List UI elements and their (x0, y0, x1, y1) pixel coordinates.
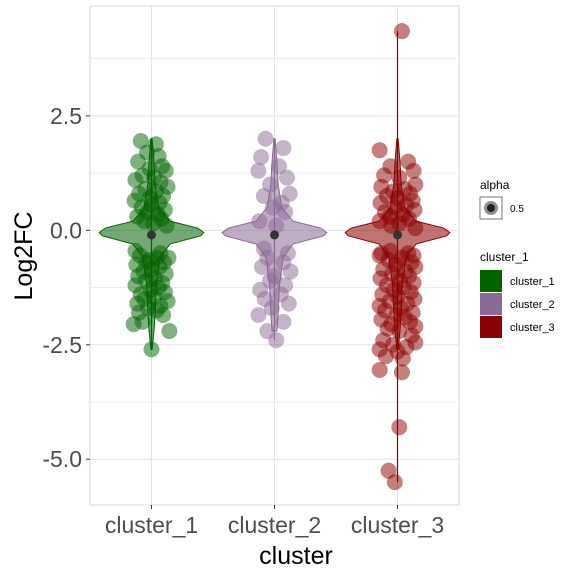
legend-alpha-title: alpha (480, 178, 510, 192)
data-point-cluster_2 (263, 300, 280, 317)
x-tick-label: cluster_1 (105, 512, 198, 538)
data-point-cluster_2 (268, 332, 285, 349)
data-point-cluster_2 (278, 169, 295, 186)
data-point-cluster_3 (373, 245, 390, 262)
y-tick-label: -2.5 (42, 332, 82, 358)
legend-swatch-cluster_3 (480, 316, 502, 338)
data-point-cluster_2 (255, 187, 272, 204)
data-point-cluster_2 (279, 245, 296, 262)
data-point-cluster_3 (407, 220, 424, 237)
data-point-cluster_2 (282, 263, 299, 280)
data-point-cluster_3 (371, 361, 388, 378)
data-point-cluster_1 (143, 341, 160, 358)
y-tick-label: 2.5 (50, 103, 82, 129)
data-point-cluster_2 (250, 307, 267, 324)
data-point-cluster_1 (130, 153, 147, 170)
data-point-cluster_2 (255, 240, 272, 257)
legend-cluster: cluster_1 cluster_1 cluster_2 cluster_3 (480, 250, 555, 338)
x-axis: cluster_1 cluster_2 cluster_3 (105, 505, 444, 538)
data-point-cluster_2 (251, 213, 268, 230)
data-point-cluster_1 (145, 215, 162, 232)
data-point-cluster_2 (270, 158, 287, 175)
legend-alpha-label: 0.5 (510, 204, 524, 215)
data-point-cluster_3 (405, 247, 422, 264)
data-point-cluster_3 (393, 23, 410, 40)
data-point-cluster_3 (377, 348, 394, 365)
data-point-cluster_2 (264, 199, 281, 216)
y-axis-title: Log2FC (10, 212, 38, 301)
data-point-cluster_3 (383, 217, 400, 234)
data-point-cluster_1 (155, 307, 172, 324)
data-point-cluster_3 (393, 364, 410, 381)
data-point-cluster_3 (386, 474, 403, 491)
legend-label-cluster_1: cluster_1 (510, 276, 555, 288)
data-point-cluster_3 (391, 419, 408, 436)
mean-marker-cluster_3 (393, 230, 402, 240)
legend-cluster-title: cluster_1 (480, 250, 529, 264)
y-axis: -5.0 -2.5 0.0 2.5 (42, 103, 90, 472)
legend-label-cluster_3: cluster_3 (510, 322, 555, 334)
data-point-cluster_3 (391, 323, 408, 340)
y-tick-label: -5.0 (42, 446, 82, 472)
x-axis-title: cluster (259, 542, 333, 570)
data-point-cluster_2 (275, 313, 292, 330)
mean-marker-cluster_1 (147, 230, 156, 240)
data-point-cluster_2 (250, 162, 267, 179)
data-point-cluster_2 (280, 295, 297, 312)
data-point-cluster_2 (275, 139, 292, 156)
x-tick-label: cluster_2 (228, 512, 321, 538)
data-point-cluster_2 (253, 149, 270, 166)
y-tick-label: 0.0 (50, 217, 82, 243)
x-tick-label: cluster_3 (351, 512, 444, 538)
data-point-cluster_1 (160, 249, 177, 266)
mean-marker-cluster_2 (270, 230, 279, 240)
legend-alpha: alpha 0.5 (479, 178, 524, 220)
data-point-cluster_3 (394, 350, 411, 367)
jitter-points (125, 23, 424, 491)
data-point-cluster_3 (371, 142, 388, 159)
data-point-cluster_3 (405, 162, 422, 179)
legend-swatch-cluster_2 (480, 293, 502, 315)
mean-markers (147, 230, 402, 240)
data-point-cluster_1 (138, 254, 155, 271)
data-point-cluster_2 (254, 258, 271, 275)
data-point-cluster_1 (161, 323, 178, 340)
data-point-cluster_2 (257, 130, 274, 147)
legend-swatch-cluster_1 (480, 270, 502, 292)
data-point-cluster_1 (127, 242, 144, 259)
data-point-cluster_1 (158, 217, 175, 234)
legend-alpha-symbol-inner (487, 204, 495, 212)
data-point-cluster_2 (268, 217, 285, 234)
legend-label-cluster_2: cluster_2 (510, 299, 555, 311)
data-point-cluster_2 (277, 204, 294, 221)
data-point-cluster_1 (125, 316, 142, 333)
